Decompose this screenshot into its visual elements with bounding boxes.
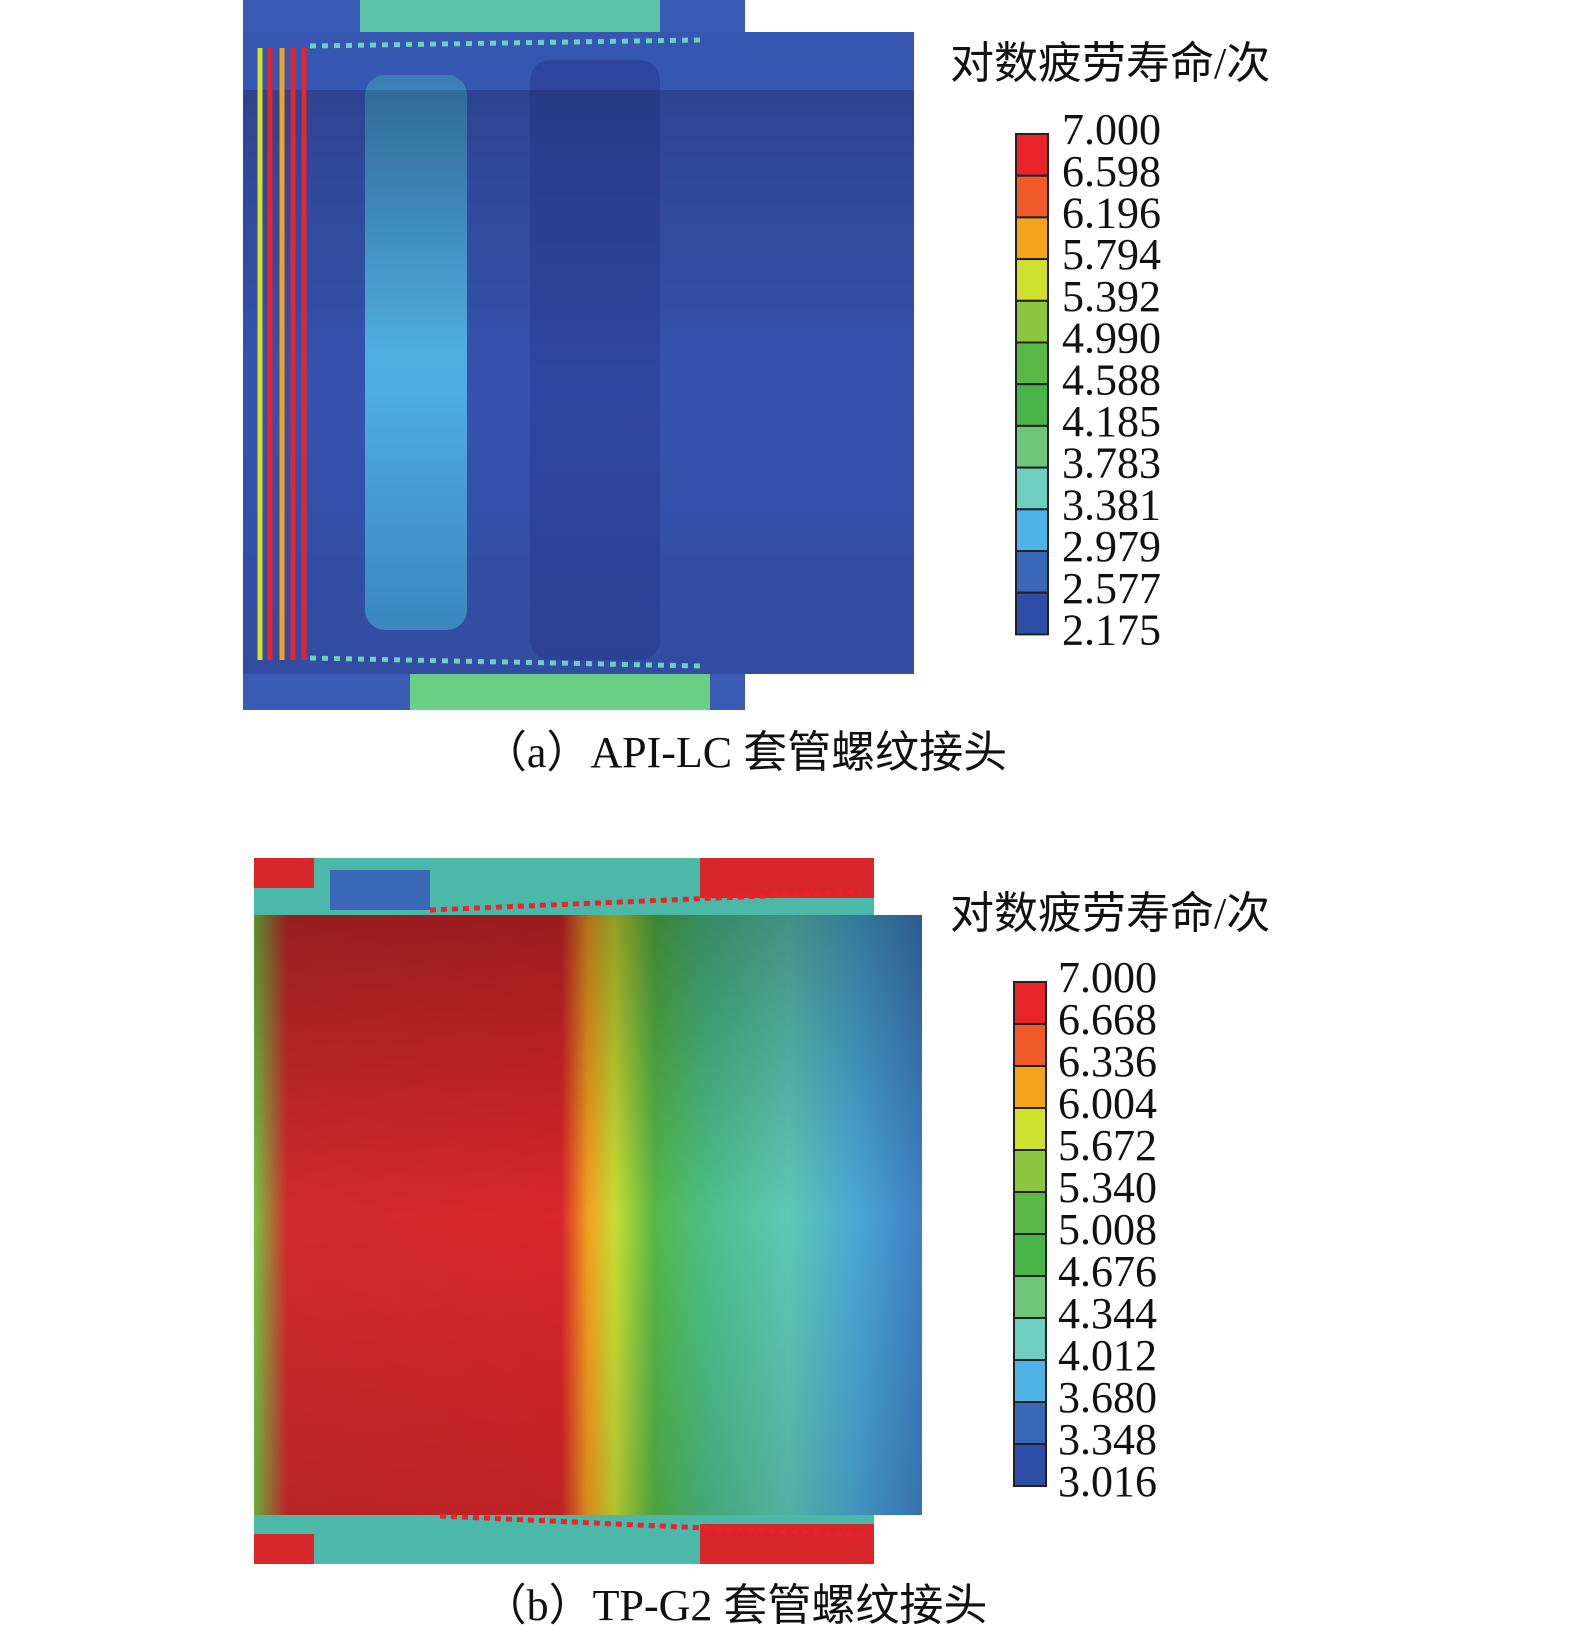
legend-swatch	[1013, 981, 1047, 1025]
legend-swatch	[1013, 1275, 1047, 1319]
legend-swatch	[1015, 591, 1049, 636]
legend-swatch	[1015, 133, 1049, 177]
legend-label: 2.577	[1062, 564, 1161, 613]
legend-swatch	[1015, 424, 1049, 469]
legend-swatch	[1015, 174, 1049, 219]
legend-label: 5.008	[1058, 1205, 1157, 1254]
contour-b	[254, 858, 922, 1564]
legend-swatch	[1013, 1023, 1047, 1067]
legend-swatch	[1013, 1065, 1047, 1109]
legend-label: 5.794	[1062, 230, 1161, 279]
legend-label: 4.990	[1062, 314, 1161, 363]
legend-label: 3.348	[1058, 1415, 1157, 1464]
legend-label: 5.672	[1058, 1121, 1157, 1170]
caption: （a）API-LC 套管螺纹接头	[483, 728, 1007, 777]
legend-swatch	[1013, 1149, 1047, 1193]
legend-label: 6.668	[1058, 995, 1157, 1044]
legend-label: 3.680	[1058, 1373, 1157, 1422]
legend-label: 4.588	[1062, 355, 1161, 404]
legend-label: 4.185	[1062, 397, 1161, 446]
legend-swatch	[1015, 508, 1049, 552]
legend-label: 7.000	[1062, 105, 1161, 154]
legend-swatch	[1013, 1317, 1047, 1361]
legend-swatch	[1015, 383, 1049, 427]
legend-label: 4.344	[1058, 1289, 1157, 1338]
legend-label: 7.000	[1058, 953, 1157, 1002]
legend-label: 5.340	[1058, 1163, 1157, 1212]
legend-swatch	[1013, 1107, 1047, 1151]
legend-swatch	[1015, 216, 1049, 261]
contour-a	[243, 0, 914, 710]
legend-label: 4.012	[1058, 1331, 1157, 1380]
legend-title: 对数疲劳寿命/次	[950, 39, 1270, 88]
legend-label: 5.392	[1062, 272, 1161, 321]
legend-swatch	[1015, 341, 1049, 386]
legend-swatch	[1015, 258, 1049, 302]
legend-label: 3.783	[1062, 439, 1161, 488]
legend-label: 6.336	[1058, 1037, 1157, 1086]
legend-title: 对数疲劳寿命/次	[950, 889, 1270, 938]
legend-swatch	[1013, 1191, 1047, 1235]
legend-label: 6.196	[1062, 188, 1161, 237]
legend-swatch	[1013, 1401, 1047, 1445]
legend-label: 2.979	[1062, 522, 1161, 571]
legend-label: 6.598	[1062, 147, 1161, 196]
legend-swatch	[1013, 1233, 1047, 1277]
legend-label: 2.175	[1062, 605, 1161, 654]
legend-label: 3.016	[1058, 1457, 1157, 1506]
legend-swatch	[1015, 466, 1049, 511]
legend-label: 6.004	[1058, 1079, 1157, 1128]
legend-swatch	[1013, 1359, 1047, 1403]
legend-swatch	[1013, 1443, 1047, 1487]
legend-swatch	[1015, 299, 1049, 344]
legend-swatch	[1015, 550, 1049, 594]
caption: （b）TP-G2 套管螺纹接头	[483, 1581, 988, 1630]
legend-label: 4.676	[1058, 1247, 1157, 1296]
legend-label: 3.381	[1062, 480, 1161, 529]
